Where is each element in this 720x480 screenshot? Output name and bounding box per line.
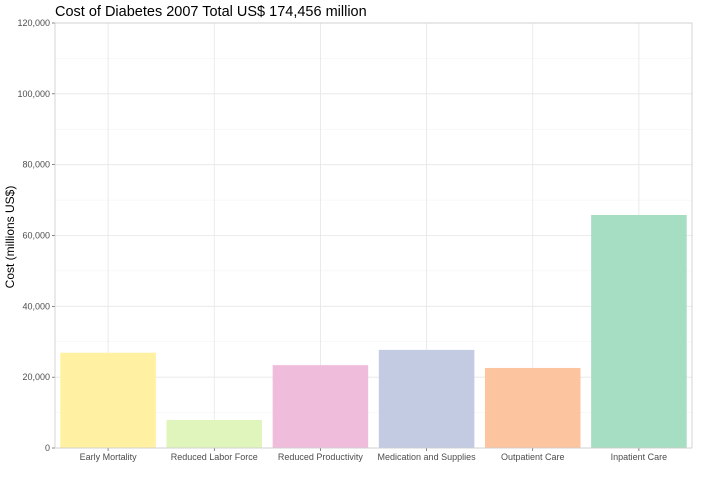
- x-tick-label: Inpatient Care: [611, 452, 668, 462]
- y-tick-label: 0: [45, 443, 50, 453]
- y-tick-label: 20,000: [22, 372, 50, 382]
- plot-panel-border: [54, 22, 693, 449]
- bar-early-mortality: [60, 352, 156, 448]
- x-tick-label: Outpatient Care: [501, 452, 565, 462]
- y-axis: 0 20,000 40,000 60,000 80,000 100,000 120,000: [17, 18, 55, 453]
- bars: [60, 214, 687, 448]
- chart-title: Cost of Diabetes 2007 Total US$ 174,456 …: [55, 4, 367, 20]
- bar-outpatient-care: [484, 367, 581, 448]
- y-tick-label: 80,000: [22, 160, 50, 170]
- bar-reduced-productivity: [272, 365, 369, 448]
- x-tick-label: Medication and Supplies: [378, 452, 477, 462]
- bar-reduced-labor-force: [166, 420, 263, 448]
- y-axis-label: Cost (millions US$): [3, 186, 17, 289]
- y-tick-label: 120,000: [17, 18, 50, 28]
- y-tick-label: 60,000: [22, 231, 50, 241]
- y-tick-label: 100,000: [17, 89, 50, 99]
- y-tick-label: 40,000: [22, 301, 50, 311]
- x-tick-label: Reduced Labor Force: [171, 452, 258, 462]
- x-tick-label: Early Mortality: [80, 452, 138, 462]
- x-tick-label: Reduced Productivity: [278, 452, 364, 462]
- x-axis: Early Mortality Reduced Labor Force Reduce…: [80, 448, 668, 462]
- bar-medication-and-supplies: [378, 349, 475, 448]
- bar-inpatient-care: [591, 214, 687, 448]
